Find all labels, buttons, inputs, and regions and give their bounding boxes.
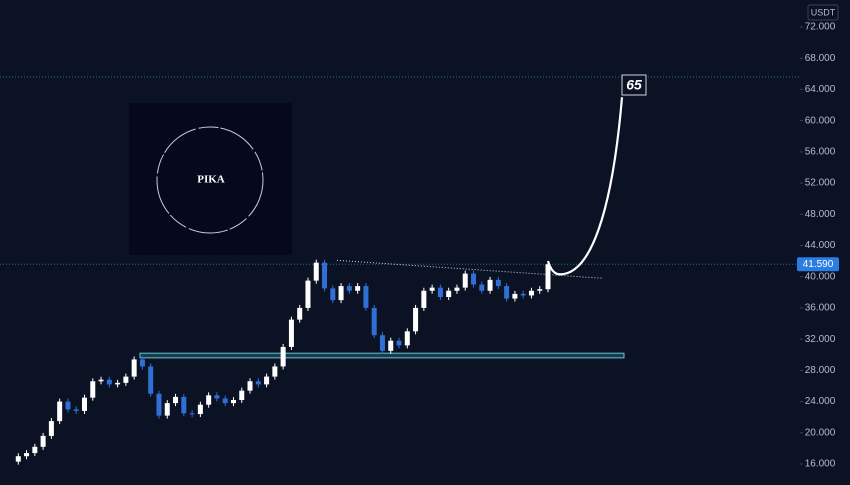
- candle: [363, 286, 369, 308]
- candle: [446, 290, 452, 298]
- candle: [495, 279, 501, 287]
- y-tick-label: 44.000: [805, 240, 836, 251]
- candle: [437, 287, 443, 298]
- candle: [537, 289, 543, 291]
- support-zone: [139, 352, 625, 359]
- y-tick-label: 48.000: [805, 209, 836, 220]
- candle: [131, 359, 137, 377]
- candle: [371, 307, 377, 336]
- currency-label: USDT: [811, 7, 836, 17]
- y-tick-label: 32.000: [805, 334, 836, 345]
- y-tick-label: 20.000: [805, 427, 836, 438]
- candle: [454, 287, 460, 291]
- candle: [98, 379, 104, 382]
- y-tick-label: 72.000: [805, 22, 836, 33]
- candle: [90, 381, 96, 398]
- candle: [396, 340, 402, 346]
- candle: [280, 346, 286, 367]
- candle: [148, 366, 154, 394]
- candle: [222, 398, 228, 404]
- price-label-box: [797, 257, 839, 272]
- candle: [520, 293, 526, 296]
- candle: [504, 286, 510, 299]
- candle: [297, 307, 303, 320]
- candle: [57, 401, 63, 422]
- candle: [247, 381, 253, 391]
- candle: [471, 273, 477, 285]
- candle: [65, 401, 71, 410]
- price-label: 41.590: [803, 259, 834, 270]
- candle: [528, 290, 534, 296]
- candle: [379, 335, 385, 351]
- candle: [545, 264, 551, 290]
- candle: [272, 366, 278, 377]
- candle: [230, 400, 236, 404]
- candle: [81, 397, 87, 411]
- candle: [181, 396, 187, 414]
- y-tick-label: 28.000: [805, 365, 836, 376]
- y-tick-label: 56.000: [805, 146, 836, 157]
- candle: [206, 395, 212, 405]
- candle: [173, 396, 179, 404]
- candle: [264, 376, 270, 385]
- candle: [197, 404, 203, 415]
- candle: [313, 262, 319, 281]
- logo-text: PIKA: [197, 174, 225, 186]
- currency-box: [807, 4, 839, 21]
- logo-box: [129, 103, 292, 255]
- candle: [346, 286, 352, 291]
- candle: [404, 331, 410, 346]
- y-tick-label: 52.000: [805, 178, 836, 189]
- annotation-box: [621, 74, 647, 96]
- candle: [123, 376, 129, 383]
- candle: [338, 286, 344, 301]
- candle: [421, 290, 427, 308]
- candle: [156, 393, 162, 416]
- candle: [305, 280, 311, 308]
- y-tick-label: 40.000: [805, 271, 836, 282]
- y-tick-label: 68.000: [805, 53, 836, 64]
- candle: [115, 382, 121, 385]
- candle: [462, 273, 468, 288]
- candle: [512, 293, 518, 299]
- candle: [164, 403, 170, 416]
- candle: [214, 395, 220, 399]
- candle: [48, 421, 54, 436]
- logo-circle: [156, 126, 264, 234]
- candle: [139, 359, 145, 367]
- y-tick-label: 16.000: [805, 459, 836, 470]
- candle: [40, 435, 46, 447]
- candle: [255, 381, 261, 385]
- candle: [189, 413, 195, 415]
- candle: [487, 279, 493, 291]
- annotation: 65: [626, 77, 642, 93]
- candle: [106, 379, 112, 385]
- candle: [413, 307, 419, 332]
- candle: [239, 390, 245, 401]
- y-tick-label: 36.000: [805, 303, 836, 314]
- candle: [32, 446, 38, 454]
- y-tick-label: 60.000: [805, 115, 836, 126]
- candle: [330, 288, 336, 301]
- y-tick-label: 64.000: [805, 84, 836, 95]
- candle: [73, 409, 79, 411]
- candle: [322, 262, 328, 289]
- projection-curve: [546, 97, 624, 276]
- y-tick-label: 24.000: [805, 396, 836, 407]
- candle: [288, 319, 294, 347]
- candle: [479, 284, 485, 291]
- candle: [429, 287, 435, 291]
- candle: [388, 340, 394, 351]
- candle: [15, 456, 21, 462]
- candle: [355, 286, 361, 291]
- candle: [24, 453, 30, 457]
